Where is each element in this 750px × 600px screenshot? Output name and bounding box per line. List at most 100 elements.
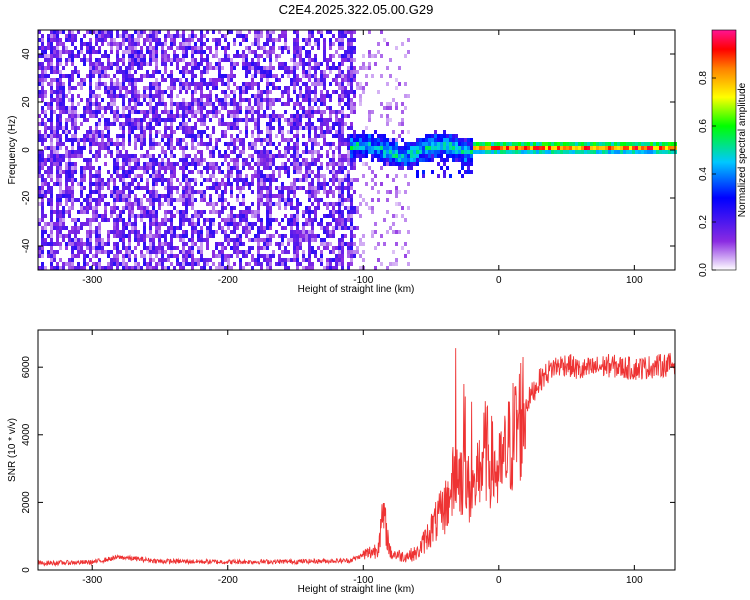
spectrogram-cell (158, 90, 161, 94)
spectrogram-cell (194, 230, 197, 234)
spectrogram-cell (38, 150, 41, 154)
spectrogram-cell (167, 210, 170, 214)
spectrogram-cell (374, 62, 377, 66)
spectrogram-cell (95, 170, 98, 174)
spectrogram-cell (200, 174, 203, 178)
spectrogram-cell (356, 146, 359, 150)
spectrogram-cell (194, 82, 197, 86)
spectrogram-cell (53, 78, 56, 82)
spectrogram-cell (146, 246, 149, 250)
spectrogram-cell (278, 154, 281, 158)
spectrogram-cell (395, 194, 398, 198)
spectrogram-cell (320, 174, 323, 178)
spectrogram-cell (56, 234, 59, 238)
spectrogram-cell (62, 126, 65, 130)
spectrogram-cell (206, 46, 209, 50)
spectrogram-cell (83, 134, 86, 138)
spectrogram-cell (89, 182, 92, 186)
spectrogram-cell (182, 230, 185, 234)
spectrogram-cell (302, 254, 305, 258)
spectrogram-cell (164, 170, 167, 174)
spectrogram-cell (95, 142, 98, 146)
spectrogram-cell (146, 198, 149, 202)
spectrogram-cell (554, 150, 557, 154)
spectrogram-cell (182, 70, 185, 74)
spectrogram-cell (83, 222, 86, 226)
spectrogram-cell (188, 62, 191, 66)
spectrogram-cell (239, 86, 242, 90)
spectrogram-cell (206, 102, 209, 106)
spectrogram-cell (356, 86, 359, 90)
spectrogram-cell (41, 86, 44, 90)
spectrogram-cell (353, 110, 356, 114)
spectrogram-cell (143, 58, 146, 62)
spectrogram-cell (122, 130, 125, 134)
spectrogram-cell (356, 210, 359, 214)
spectrogram-cell (47, 154, 50, 158)
spectrogram-cell (332, 174, 335, 178)
spectrogram-cell (179, 42, 182, 46)
spectrogram-cell (137, 202, 140, 206)
spectrogram-cell (230, 194, 233, 198)
spectrogram-cell (332, 66, 335, 70)
spectrogram-cell (59, 90, 62, 94)
spectrogram-cell (341, 158, 344, 162)
spectrogram-cell (212, 154, 215, 158)
spectrogram-cell (437, 138, 440, 142)
spectrogram-cell (218, 70, 221, 74)
spectrogram-cell (140, 30, 143, 34)
spectrogram-cell (155, 122, 158, 126)
spectrogram-cell (221, 46, 224, 50)
spectrogram-cell (371, 206, 374, 210)
spectrogram-cell (101, 106, 104, 110)
spectrogram-cell (341, 214, 344, 218)
spectrogram-cell (326, 94, 329, 98)
spectrogram-cell (380, 158, 383, 162)
spectrogram-cell (137, 230, 140, 234)
spectrogram-cell (125, 150, 128, 154)
spectrogram-cell (191, 178, 194, 182)
spectrogram-cell (80, 42, 83, 46)
spectrogram-cell (146, 154, 149, 158)
spectrogram-cell (74, 106, 77, 110)
spectrogram-cell (215, 254, 218, 258)
spectrogram-cell (341, 130, 344, 134)
spectrogram-cell (377, 242, 380, 246)
spectrogram-cell (326, 162, 329, 166)
spectrogram-cell (71, 202, 74, 206)
spectrogram-cell (164, 110, 167, 114)
spectrogram-cell (398, 190, 401, 194)
spectrogram-cell (236, 238, 239, 242)
spectrogram-cell (278, 234, 281, 238)
spectrogram-cell (224, 130, 227, 134)
spectrogram-cell (410, 146, 413, 150)
spectrogram-cell (293, 206, 296, 210)
spectrogram-cell (338, 138, 341, 142)
spectrogram-cell (44, 190, 47, 194)
colorbar-label: Normalized spectral amplitude (737, 82, 748, 217)
spectrogram-cell (152, 194, 155, 198)
spectrogram-cell (53, 222, 56, 226)
spectrogram-cell (377, 258, 380, 262)
spectrogram-cell (308, 134, 311, 138)
spectrogram-cell (347, 254, 350, 258)
spectrogram-cell (293, 54, 296, 58)
spectrogram-cell (173, 254, 176, 258)
spectrogram-cell (221, 210, 224, 214)
spectrogram-cell (326, 246, 329, 250)
spectrogram-cell (398, 202, 401, 206)
spectrogram-cell (98, 222, 101, 226)
spectrogram-cell (89, 246, 92, 250)
spectrogram-cell (323, 130, 326, 134)
spectrogram-cell (350, 154, 353, 158)
spectrogram-cell (365, 142, 368, 146)
spectrogram-cell (302, 66, 305, 70)
spectrogram-cell (320, 198, 323, 202)
spectrogram-cell (428, 150, 431, 154)
spectrogram-cell (125, 222, 128, 226)
spectrogram-cell (347, 190, 350, 194)
spectrogram-cell (158, 238, 161, 242)
spectrogram-cell (290, 222, 293, 226)
spectrogram-cell (206, 146, 209, 150)
spectrogram-cell (311, 250, 314, 254)
